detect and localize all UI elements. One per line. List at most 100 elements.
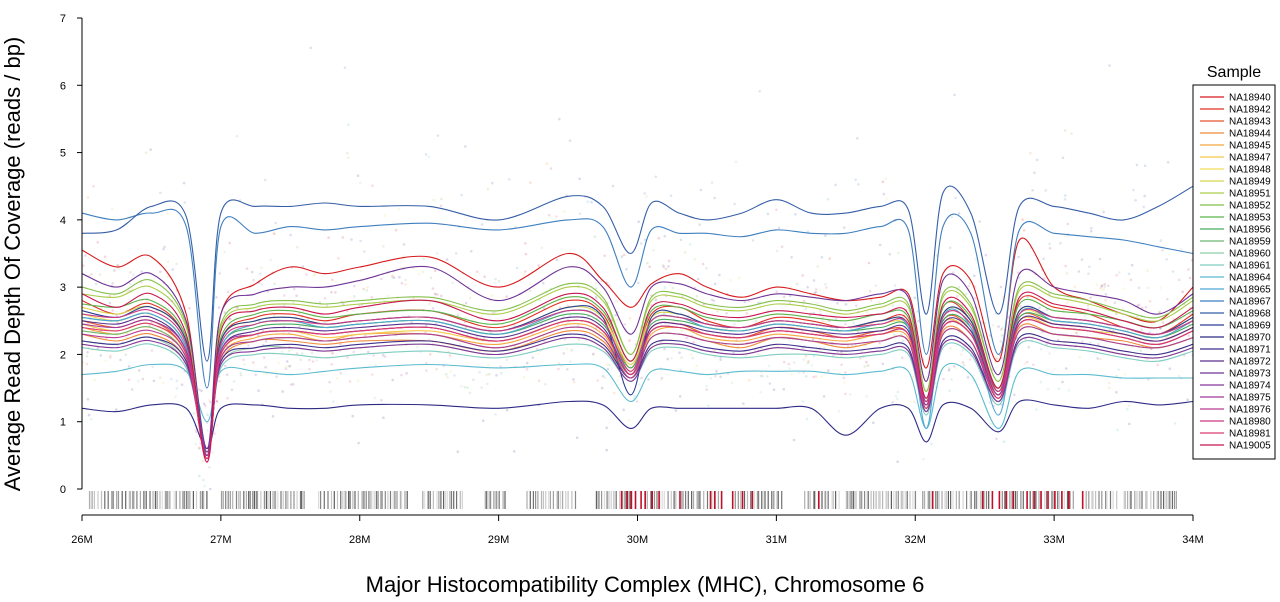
scatter-point [647,378,650,381]
scatter-point [891,401,894,404]
track-mark [867,491,869,509]
track-mark [560,491,562,509]
legend-label: NA18961 [1229,261,1271,272]
track-mark [696,491,698,509]
legend-title: Sample [1207,64,1261,81]
series-line-NA18964 [81,362,1193,429]
scatter-point [586,200,589,203]
x-tick-label: 30M [627,534,648,546]
scatter-point [623,323,626,326]
scatter-point [352,295,356,298]
scatter-point [751,239,755,242]
track-mark [977,491,979,509]
scatter-point [129,271,132,274]
scatter-point [209,400,212,404]
track-mark-red [931,491,934,509]
scatter-point [824,320,828,324]
track-mark [845,491,847,509]
scatter-point [451,281,454,285]
scatter-point [801,274,804,277]
scatter-point [957,285,961,289]
track-mark-red [741,491,744,509]
scatter-point [999,285,1003,289]
scatter-point [772,388,776,392]
scatter-point [263,178,267,182]
scatter-point [327,236,330,239]
track-mark [159,491,161,509]
scatter-point [695,294,699,298]
scatter-point [487,373,491,376]
scatter-point [894,394,898,398]
track-mark [220,491,223,509]
scatter-point [513,345,517,348]
scatter-point [1031,334,1035,338]
scatter-point [99,354,103,357]
scatter-point [824,282,827,286]
scatter-point [1035,408,1038,411]
track-mark [175,491,177,509]
series-line-NA18969 [81,305,1194,456]
scatter-point [402,243,406,246]
track-mark [983,491,985,509]
track-mark [567,491,569,509]
track-mark-red [626,491,628,509]
scatter-point [1086,304,1090,307]
series-line-NA18975 [81,319,1194,456]
series-line-NA18973 [81,265,1194,450]
scatter-point [330,363,334,366]
scatter-point [696,277,700,281]
track-mark [682,491,684,509]
scatter-point [392,276,396,280]
scatter-point [948,246,952,250]
scatter-point [228,241,231,245]
track-mark [498,491,500,509]
scatter-point [284,365,288,369]
track-mark [253,491,256,509]
scatter-point [689,353,693,356]
scatter-point [549,167,553,170]
scatter-point [387,294,390,298]
scatter-point [825,286,828,289]
track-mark [537,491,539,509]
track-mark [673,491,675,509]
track-mark [1004,491,1006,509]
track-mark [377,491,379,509]
scatter-point [470,250,473,253]
scatter-point [364,334,367,337]
scatter-point [291,301,295,304]
track-mark [427,491,429,509]
scatter-point [334,291,337,294]
track-mark [619,491,621,509]
scatter-point [950,215,954,219]
scatter-point [1025,360,1029,364]
track-mark [761,491,763,509]
scatter-point [594,281,598,285]
scatter-point [217,306,221,309]
track-mark [809,491,811,509]
track-mark [222,491,224,509]
track-mark [838,491,840,509]
scatter-point [965,292,968,296]
track-mark [484,491,486,509]
scatter-point [646,261,649,265]
scatter-point [424,331,427,335]
scatter-point [594,287,598,290]
scatter-point [747,379,751,382]
scatter-point [542,282,545,285]
scatter-point [628,317,632,320]
track-mark [781,491,783,509]
scatter-point [357,441,360,445]
scatter-point [712,299,716,303]
scatter-point [713,282,717,286]
scatter-point [432,198,436,202]
scatter-point [1108,386,1111,390]
scatter-point [1064,194,1067,197]
scatter-point [1090,226,1093,230]
track-mark-red [658,491,660,509]
scatter-point [242,358,245,362]
scatter-point [804,375,808,378]
track-mark [199,491,201,509]
scatter-point [596,297,599,300]
track-mark [392,491,394,509]
scatter-point [674,409,678,412]
